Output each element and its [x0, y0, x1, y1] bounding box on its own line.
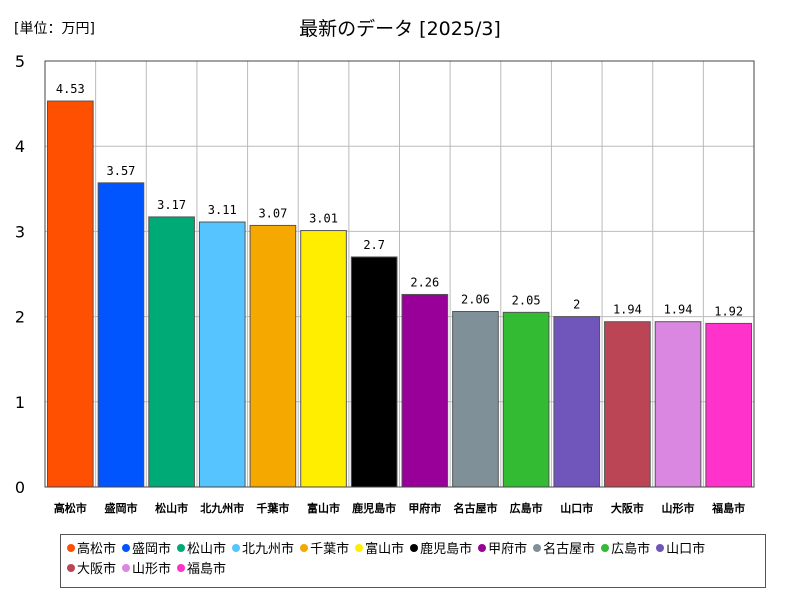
- bar: [401, 293, 449, 488]
- bar: [148, 216, 195, 488]
- legend-item: 鹿児島市: [410, 540, 472, 560]
- y-axis: 0 1 2 3 4 5: [15, 52, 25, 497]
- legend-label: 山口市: [666, 542, 706, 557]
- x-tick-label: 千葉市: [256, 501, 289, 515]
- legend-label: 松山市: [187, 542, 227, 557]
- legend-label: 広島市: [611, 542, 651, 557]
- legend-dot-icon: [177, 564, 186, 572]
- x-tick-label: 広島市: [510, 501, 543, 515]
- bar: [350, 256, 398, 488]
- x-tick-label: 甲府市: [408, 501, 441, 515]
- legend-label: 福島市: [187, 562, 227, 577]
- bar: [502, 311, 550, 488]
- bar: [198, 221, 246, 488]
- bar: [97, 182, 145, 488]
- value-label: 2.26: [410, 275, 439, 289]
- legend-label: 高松市: [77, 542, 117, 557]
- legend-dot-icon: [355, 544, 364, 552]
- x-tick-label: 山形市: [662, 501, 695, 515]
- y-tick-label: 5: [15, 52, 25, 71]
- x-tick-label: 山口市: [560, 501, 593, 515]
- legend-label: 盛岡市: [132, 542, 172, 557]
- legend-dot-icon: [122, 544, 131, 552]
- legend: 高松市 盛岡市 松山市 北九州市 千葉市 富山市 鹿児島市 甲府市 名古屋市 広島市 山口市大阪市山…: [60, 534, 766, 588]
- bar: [47, 100, 94, 488]
- legend-item: 山口市: [656, 540, 705, 560]
- x-tick-label: 北九州市: [200, 501, 244, 515]
- bar-chart: 0 1 2 3 4 5 4.53 3.57 3.17 3.11 3.07 3.01 2.7 2.26 2.…: [15, 52, 755, 515]
- bar: [604, 321, 651, 488]
- legend-label: 大阪市: [77, 562, 117, 577]
- chart-title: 最新のデータ [2025/3]: [299, 18, 501, 40]
- legend-dot-icon: [67, 564, 75, 572]
- legend-dot-icon: [300, 544, 309, 552]
- legend-label: 千葉市: [310, 542, 350, 557]
- y-tick-label: 2: [15, 308, 25, 327]
- bar: [553, 316, 601, 488]
- value-label: 2.05: [512, 293, 541, 307]
- legend-label: 名古屋市: [543, 542, 596, 557]
- legend-item: 松山市: [177, 540, 226, 560]
- y-tick-label: 3: [15, 222, 25, 241]
- bar: [705, 322, 752, 488]
- y-tick-label: 1: [15, 393, 25, 412]
- bar: [249, 224, 297, 488]
- x-tick-label: 松山市: [155, 501, 188, 515]
- bar: [300, 230, 347, 488]
- legend-label: 山形市: [132, 562, 172, 577]
- x-tick-label: 鹿児島市: [352, 501, 396, 515]
- value-label: 1.94: [664, 303, 693, 317]
- value-label: 3.01: [309, 212, 338, 226]
- legend-item: 福島市: [177, 560, 226, 580]
- legend-dot-icon: [656, 544, 665, 552]
- legend-item: 大阪市: [67, 560, 116, 580]
- bar: [654, 321, 702, 488]
- y-tick-label: 4: [15, 137, 25, 156]
- value-label: 4.53: [56, 82, 85, 96]
- legend-item: 甲府市: [478, 540, 527, 560]
- legend-dot-icon: [601, 544, 610, 552]
- value-label: 3.11: [208, 203, 237, 217]
- value-label: 1.94: [613, 303, 642, 317]
- bar: [452, 310, 499, 488]
- legend-dot-icon: [177, 544, 186, 552]
- legend-dot-icon: [533, 544, 542, 552]
- legend-dot-icon: [122, 564, 131, 572]
- legend-dot-icon: [478, 544, 487, 552]
- value-label: 2: [573, 298, 580, 312]
- legend-dot-icon: [67, 544, 75, 552]
- x-tick-label: 大阪市: [611, 501, 644, 515]
- y-tick-label: 0: [15, 478, 25, 497]
- bars: [47, 100, 752, 488]
- legend-item: 富山市: [355, 540, 404, 560]
- legend-label: 北九州市: [242, 542, 295, 557]
- legend-item: 山形市: [122, 560, 171, 580]
- value-label: 2.7: [363, 238, 385, 252]
- legend-label: 富山市: [365, 542, 405, 557]
- legend-item: 盛岡市: [122, 540, 171, 560]
- x-tick-label: 盛岡市: [104, 501, 137, 515]
- legend-label: 甲府市: [488, 542, 528, 557]
- x-tick-label: 福島市: [711, 501, 745, 515]
- legend-item: 広島市: [601, 540, 650, 560]
- legend-item: 高松市: [67, 540, 116, 560]
- value-labels: 4.53 3.57 3.17 3.11 3.07 3.01 2.7 2.26 2.06 2.05 2…: [56, 82, 743, 318]
- value-label: 2.06: [461, 292, 490, 306]
- value-label: 3.07: [258, 206, 287, 220]
- unit-label: [単位：万円]: [14, 21, 95, 37]
- legend-item: 千葉市: [300, 540, 349, 560]
- legend-item: 北九州市: [232, 540, 294, 560]
- legend-dot-icon: [410, 544, 419, 552]
- value-label: 3.57: [107, 164, 136, 178]
- x-tick-label: 高松市: [54, 501, 87, 515]
- x-axis-labels: 高松市 盛岡市 松山市 北九州市 千葉市 富山市 鹿児島市 甲府市 名古屋市 広島市 山口市 大阪市 山…: [54, 501, 745, 515]
- value-label: 1.92: [714, 304, 743, 318]
- plot-border: [44, 60, 755, 488]
- x-tick-label: 名古屋市: [453, 501, 497, 515]
- legend-label: 鹿児島市: [420, 542, 473, 557]
- x-tick-label: 富山市: [307, 501, 340, 515]
- legend-dot-icon: [232, 544, 241, 552]
- legend-item: 名古屋市: [533, 540, 595, 560]
- value-label: 3.17: [157, 198, 186, 212]
